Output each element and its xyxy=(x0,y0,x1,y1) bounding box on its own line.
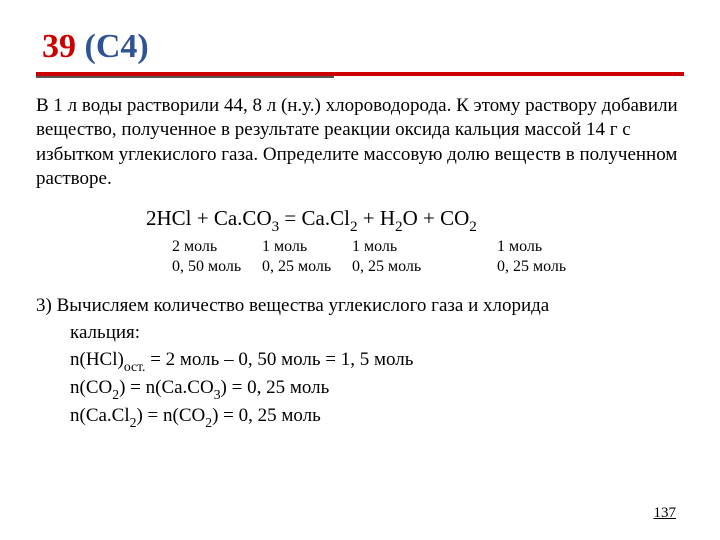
calc-l4s2: 2 xyxy=(205,415,212,430)
m1c1: 2 моль xyxy=(172,237,262,257)
calc-l3b: ) = n(Ca.CO xyxy=(119,377,214,398)
eq-rhs2-sub: 2 xyxy=(395,219,403,235)
moles-row-2: 0, 50 моль 0, 25 моль 0, 25 моль 0, 25 м… xyxy=(172,257,684,277)
calc-l4a: n(Ca.Cl xyxy=(70,405,130,426)
calc-l3c: ) = 0, 25 моль xyxy=(221,377,330,398)
eq-rhs2b: O xyxy=(403,206,418,230)
calc-l4b: ) = n(CO xyxy=(136,405,205,426)
calc-line1b: кальция: xyxy=(36,320,684,347)
moles-block: 2 моль 1 моль 1 моль 1 моль 0, 50 моль 0… xyxy=(172,237,684,277)
calc-l2a: n(HCl) xyxy=(70,349,124,370)
problem-text: В 1 л воды растворили 44, 8 л (н.у.) хло… xyxy=(36,94,684,191)
m2c2: 0, 25 моль xyxy=(262,257,352,277)
eq-rhs2: H xyxy=(380,206,395,230)
m1c2: 1 моль xyxy=(262,237,352,257)
eq-rhs3-sub: 2 xyxy=(469,219,477,235)
eq-lhs1: 2HCl xyxy=(146,206,192,230)
moles-row-1: 2 моль 1 моль 1 моль 1 моль xyxy=(172,237,684,257)
eq-lhs2-sub: 3 xyxy=(272,219,280,235)
chemical-equation: 2HCl + Ca.CO3 = Ca.Cl2 + H2O + CO2 xyxy=(146,205,684,237)
title-code: (С4) xyxy=(85,28,149,65)
calc-line2: n(HCl)ост. = 2 моль – 0, 50 моль = 1, 5 … xyxy=(36,347,684,375)
calc-l2b: = 2 моль – 0, 50 моль = 1, 5 моль xyxy=(145,349,413,370)
m2c3: 0, 25 моль xyxy=(352,257,497,277)
equation-block: 2HCl + Ca.CO3 = Ca.Cl2 + H2O + CO2 2 мол… xyxy=(146,205,684,277)
m2c1: 0, 50 моль xyxy=(172,257,262,277)
calculation-block: 3) Вычисляем количество вещества углекис… xyxy=(36,293,684,432)
calc-l3a: n(CO xyxy=(70,377,112,398)
m1c4: 1 моль xyxy=(497,237,587,257)
title-rule xyxy=(36,72,684,80)
calc-l4s1: 2 xyxy=(130,415,137,430)
eq-lhs2: Ca.CO xyxy=(214,206,272,230)
rule-gray xyxy=(36,76,334,80)
calc-line4: n(Ca.Cl2) = n(CO2) = 0, 25 моль xyxy=(36,403,684,431)
calc-line1: 3) Вычисляем количество вещества углекис… xyxy=(36,293,684,320)
calc-l4c: ) = 0, 25 моль xyxy=(212,405,321,426)
calc-line3: n(CO2) = n(Ca.CO3) = 0, 25 моль xyxy=(36,375,684,403)
eq-rhs1-sub: 2 xyxy=(350,219,358,235)
page-number: 137 xyxy=(654,505,677,522)
calc-l3s1: 2 xyxy=(112,387,119,402)
title-number: 39 xyxy=(42,28,76,65)
eq-rhs3: CO xyxy=(440,206,469,230)
m2c4: 0, 25 моль xyxy=(497,257,587,277)
calc-l2-sub: ост. xyxy=(124,359,146,374)
m1c3: 1 моль xyxy=(352,237,497,257)
slide-title: 39 (С4) xyxy=(36,28,684,66)
eq-rhs1: Ca.Cl xyxy=(302,206,350,230)
calc-l3s2: 3 xyxy=(214,387,221,402)
